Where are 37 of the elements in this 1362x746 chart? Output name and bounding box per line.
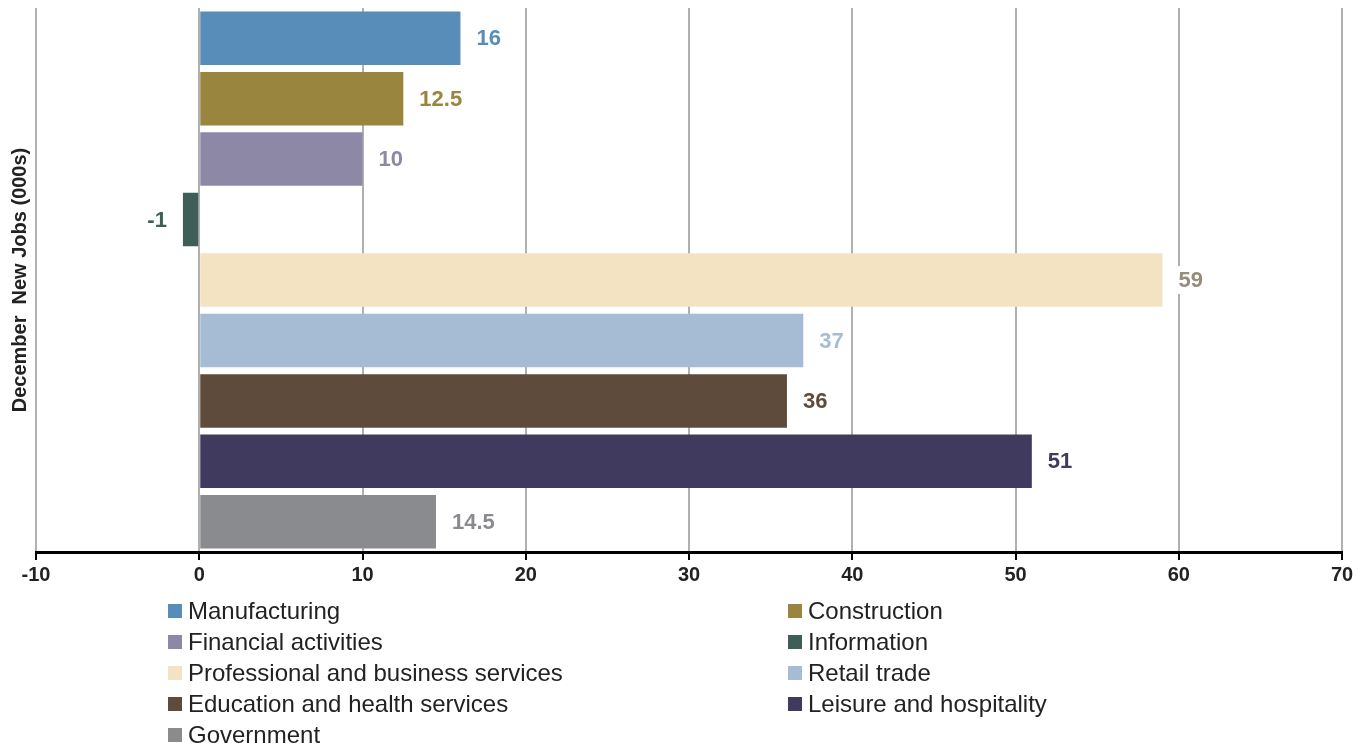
x-tick-label: -10 bbox=[21, 562, 51, 585]
x-tick-label: 60 bbox=[1167, 562, 1190, 585]
bar bbox=[200, 253, 1163, 307]
x-tick-label: 50 bbox=[1004, 562, 1027, 585]
data-label: 10 bbox=[378, 146, 403, 172]
bar bbox=[200, 495, 436, 549]
x-tick-label: 10 bbox=[351, 562, 374, 585]
data-label: 59 bbox=[1178, 267, 1203, 293]
bar bbox=[200, 11, 461, 65]
data-label: 51 bbox=[1047, 448, 1073, 474]
data-label: 16 bbox=[476, 25, 501, 51]
bar bbox=[200, 71, 404, 126]
legend-label: Leisure and hospitality bbox=[808, 690, 1047, 718]
data-label: 37 bbox=[819, 327, 844, 353]
x-tick-label: 20 bbox=[514, 562, 537, 585]
y-axis-title: December New Jobs (000s) bbox=[7, 147, 30, 413]
x-tick-label: 40 bbox=[841, 562, 864, 585]
legend-label: Manufacturing bbox=[188, 597, 341, 625]
legend-label: Education and health services bbox=[188, 690, 509, 718]
x-tick-label: 0 bbox=[193, 562, 205, 585]
legend-label: Construction bbox=[808, 597, 943, 625]
bar bbox=[200, 374, 787, 428]
legend-label: Retail trade bbox=[808, 659, 931, 687]
legend-label: Financial activities bbox=[188, 628, 383, 656]
data-label: 12.5 bbox=[419, 85, 463, 111]
data-label: 36 bbox=[802, 387, 828, 413]
data-label: -1 bbox=[147, 206, 167, 232]
bar bbox=[200, 434, 1032, 489]
legend-label: Professional and business services bbox=[188, 659, 563, 687]
x-tick-label: 30 bbox=[677, 562, 701, 585]
bar bbox=[200, 313, 804, 368]
data-label: 14.5 bbox=[451, 508, 495, 534]
bar bbox=[182, 192, 199, 247]
x-tick-label: 70 bbox=[1330, 562, 1354, 585]
bar bbox=[200, 132, 363, 186]
legend-label: Government bbox=[188, 721, 321, 746]
legend-label: Information bbox=[808, 628, 929, 656]
